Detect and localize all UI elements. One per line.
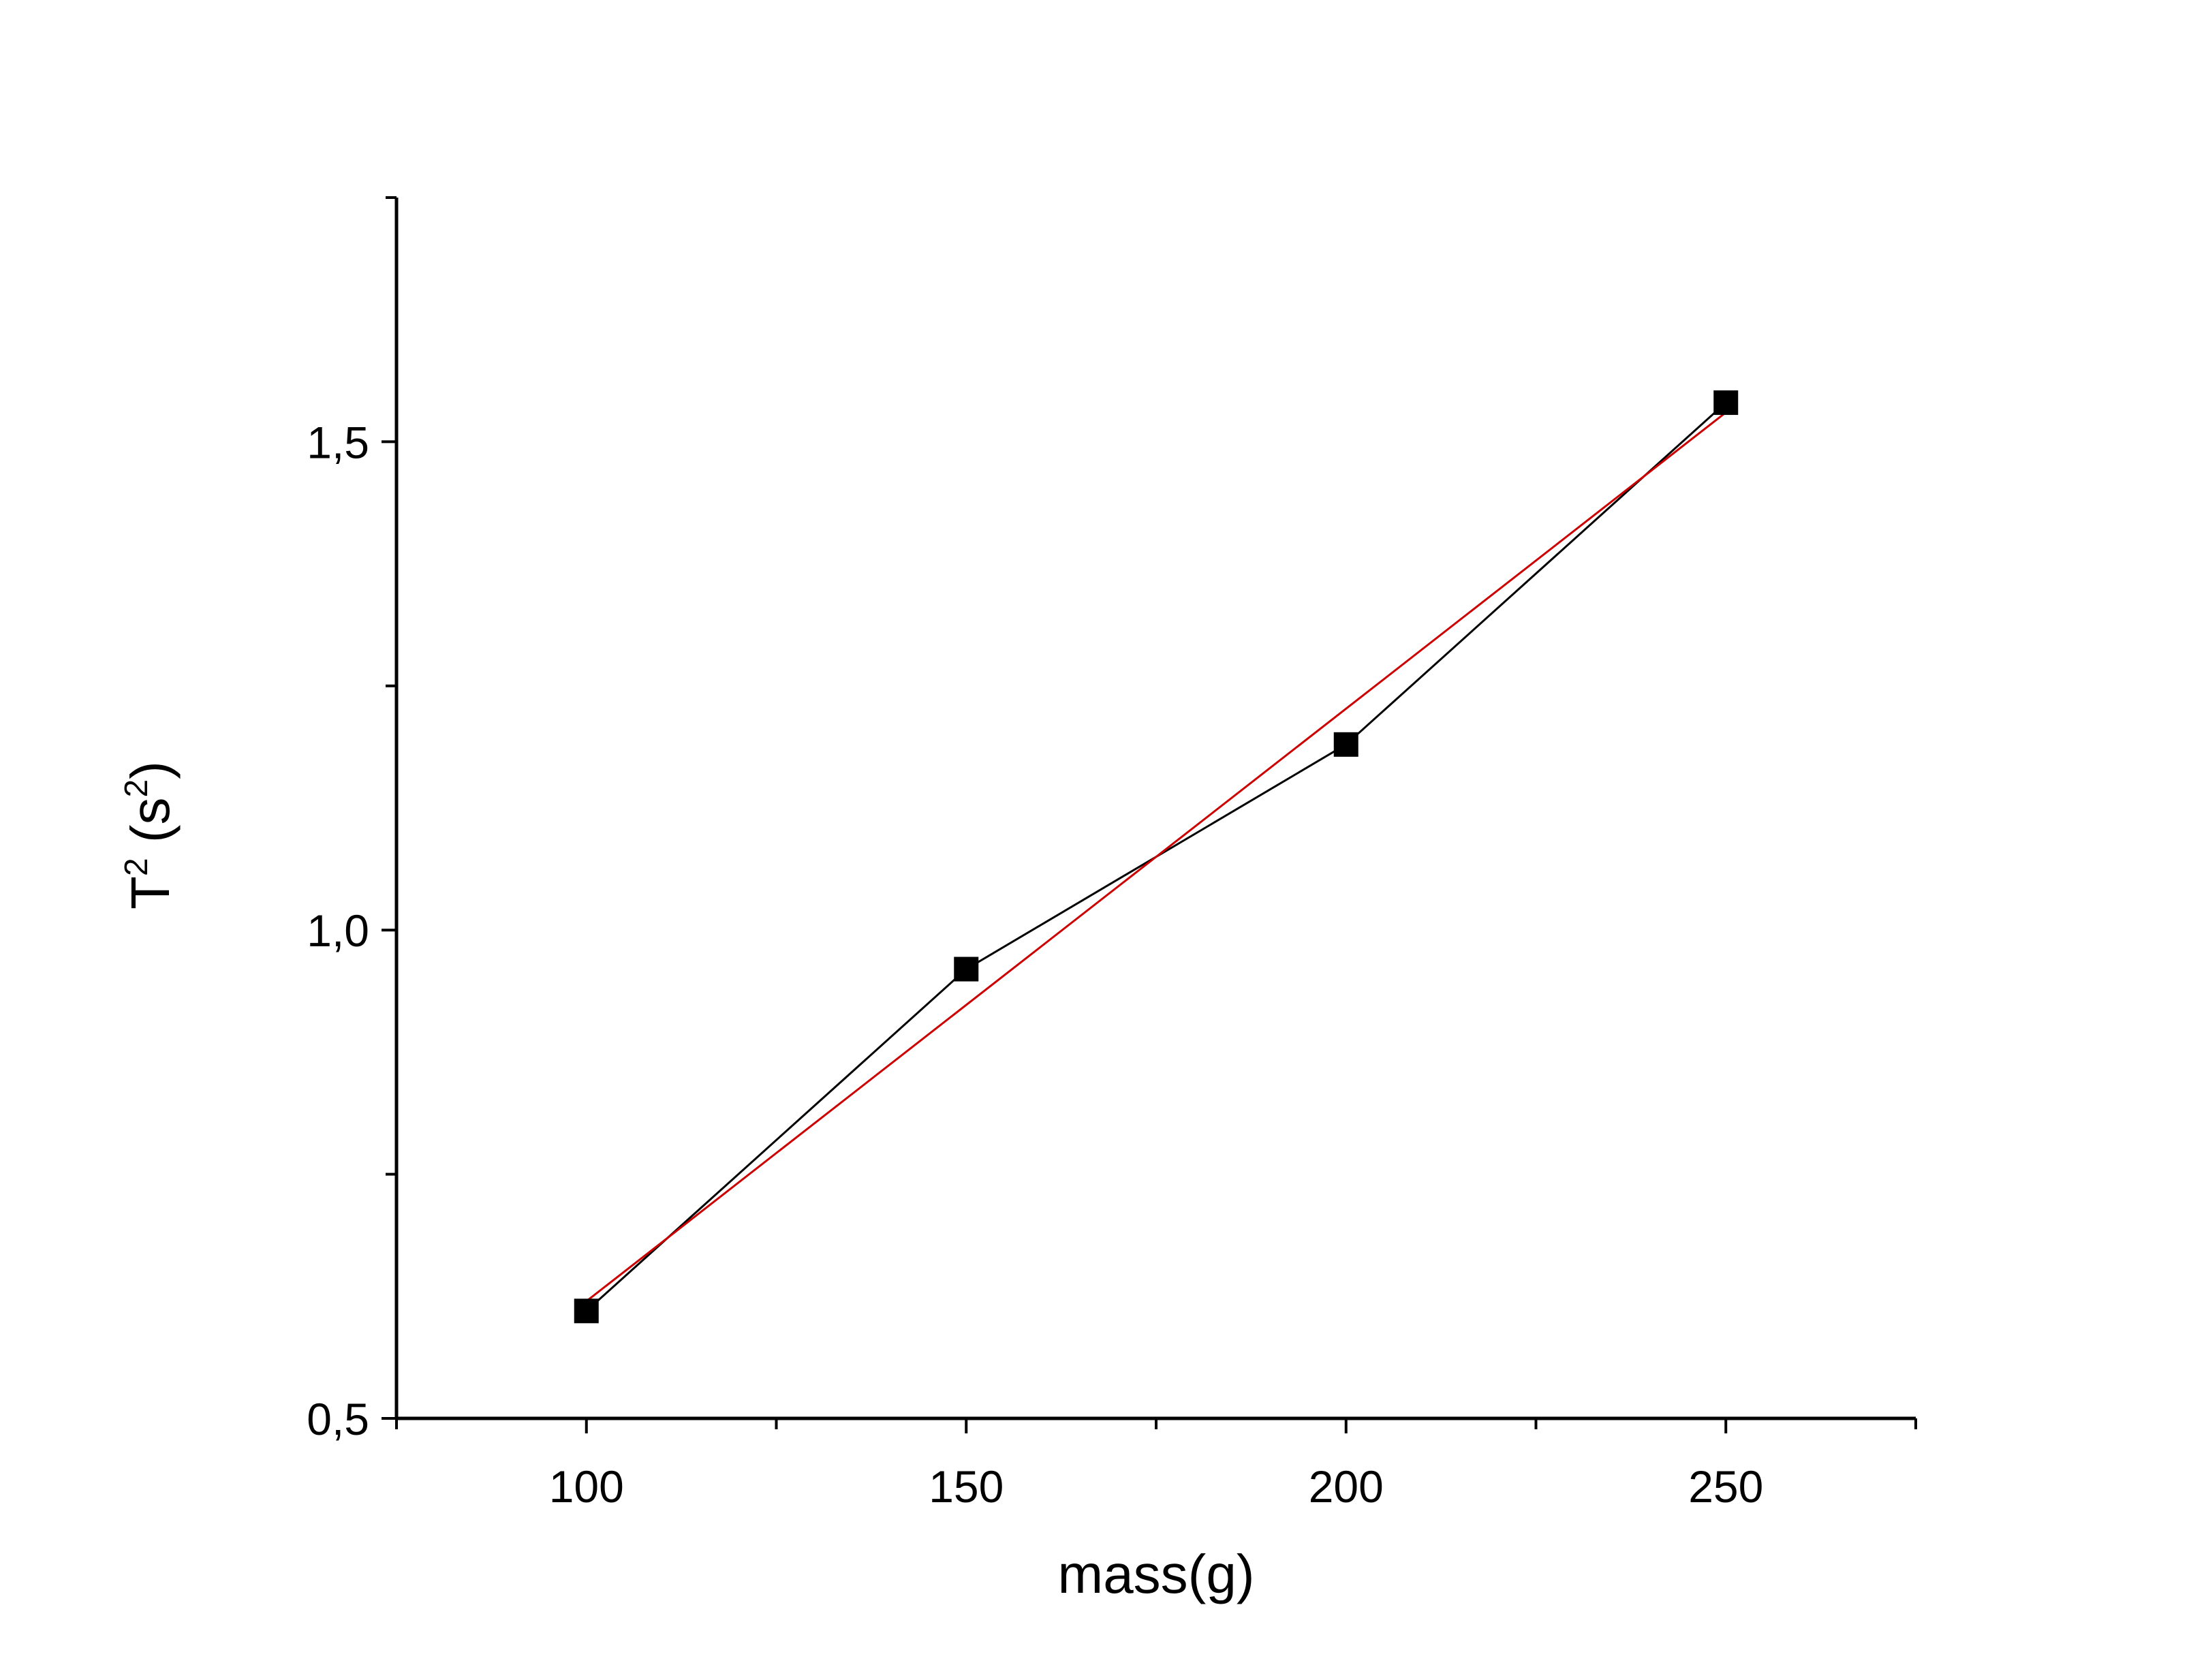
x-tick-label: 200 (1309, 1461, 1384, 1512)
y-label-unit-sup: 2 (119, 779, 155, 798)
data-point-marker (954, 956, 979, 982)
x-axis-label: mass(g) (1058, 1544, 1255, 1604)
y-tick-label: 1,0 (307, 905, 369, 956)
ticks: 100 150 200 250 0,5 1,0 1,5 (307, 196, 1917, 1512)
x-tick-label: 150 (929, 1461, 1004, 1512)
data-point-marker (1713, 390, 1739, 416)
y-label-unit-close: ) (120, 761, 181, 779)
y-tick-label: 1,5 (307, 417, 369, 467)
y-label-unit-open: (s (120, 797, 181, 858)
axes (394, 198, 1916, 1420)
data-point-marker (574, 1298, 599, 1324)
x-tick-label: 250 (1688, 1461, 1763, 1512)
x-tick-label: 100 (549, 1461, 624, 1512)
y-axis-label: T2 (s2) (119, 761, 181, 909)
data-point-marker (1333, 732, 1358, 757)
y-label-base: T (120, 876, 181, 909)
y-label-base-sup: 2 (119, 858, 155, 876)
fit-series-line (585, 411, 1727, 1303)
y-tick-label: 0,5 (307, 1394, 369, 1444)
series (574, 390, 1739, 1324)
